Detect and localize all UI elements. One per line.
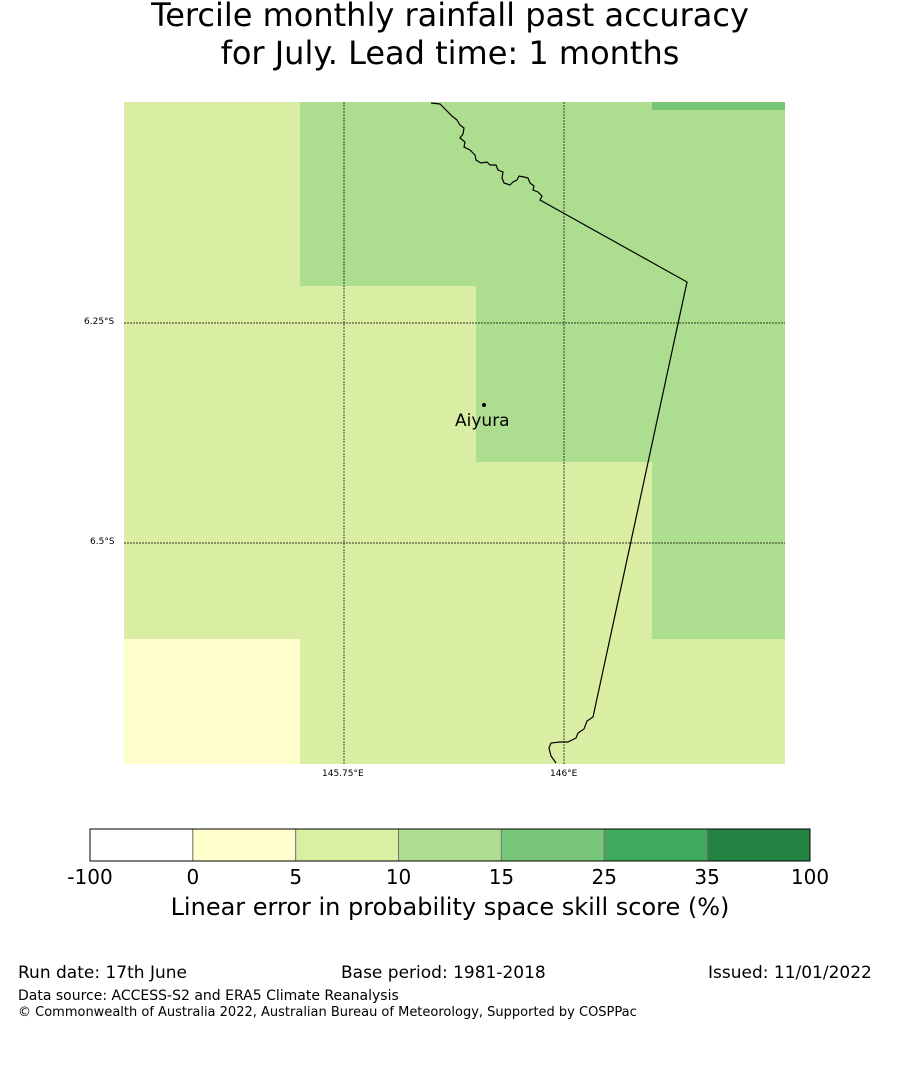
graticule [124, 102, 785, 764]
colorbar-swatch [295, 828, 400, 862]
colorbar-tick-label: 0 [186, 865, 200, 889]
lat-label: 6.25°S [84, 317, 115, 327]
place-label: Aiyura [455, 411, 510, 431]
skill-grid [124, 102, 785, 764]
location-marker [482, 403, 486, 407]
grid-cell [652, 102, 785, 110]
grid-cell [300, 102, 652, 286]
colorbar-tick-label: 10 [385, 865, 412, 889]
lon-label: 146°E [550, 769, 578, 779]
colorbar-tick-label: 35 [694, 865, 720, 889]
copyright: © Commonwealth of Australia 2022, Austra… [18, 1005, 637, 1020]
colorbar-tick-label: -100 [67, 865, 113, 889]
coastline [430, 102, 688, 764]
grid-cell [652, 102, 785, 639]
skill-map [124, 102, 785, 764]
colorbar-swatch [706, 828, 811, 862]
base-period: Base period: 1981-2018 [341, 963, 546, 983]
colorbar-swatch [500, 828, 605, 862]
colorbar [89, 828, 811, 862]
colorbar-swatch [603, 828, 708, 862]
colorbar-tick-label: 25 [591, 865, 618, 889]
lat-label: 6.5°S [90, 537, 115, 547]
lon-label: 145.75°E [322, 769, 364, 779]
run-date: Run date: 17th June [18, 963, 187, 983]
title-line-1: Tercile monthly rainfall past accuracy [151, 0, 749, 34]
colorbar-swatch [192, 828, 297, 862]
colorbar-tick-label: 5 [289, 865, 303, 889]
colorbar-swatch [398, 828, 502, 862]
colorbar-frame [89, 828, 811, 862]
colorbar-tick-label: 100 [790, 865, 830, 889]
data-source: Data source: ACCESS-S2 and ERA5 Climate … [18, 988, 399, 1004]
grid-cell [124, 639, 300, 764]
colorbar-label: Linear error in probability space skill … [170, 893, 730, 921]
issued-date: Issued: 11/01/2022 [708, 963, 872, 983]
colorbar-swatch [89, 828, 194, 862]
colorbar-tick-label: 15 [488, 865, 515, 889]
title-line-2: for July. Lead time: 1 months [220, 34, 680, 72]
